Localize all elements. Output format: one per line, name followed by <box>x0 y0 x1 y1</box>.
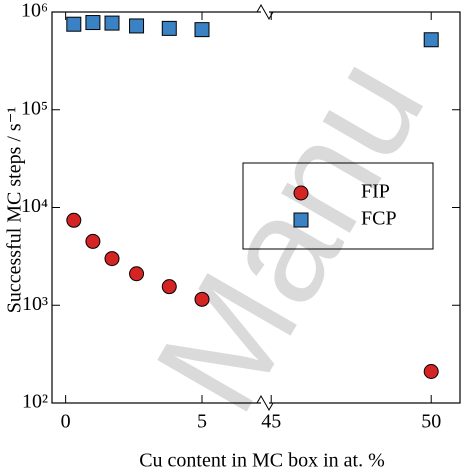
point <box>85 233 101 249</box>
x-tick-label: 45 <box>261 411 281 433</box>
point <box>161 279 177 295</box>
point <box>66 212 82 228</box>
point <box>161 20 177 36</box>
point <box>104 15 120 31</box>
x-axis-label: Cu content in MC box in at. % <box>139 450 385 472</box>
point <box>85 15 101 31</box>
point <box>129 266 145 282</box>
point <box>104 251 120 267</box>
point <box>194 291 210 307</box>
x-tick-label: 50 <box>421 411 441 433</box>
watermark: Manu <box>123 29 456 438</box>
y-tick-label: 10² <box>22 391 48 413</box>
y-tick-label: 10³ <box>22 293 48 315</box>
y-tick-label: 10⁶ <box>21 0 48 22</box>
point <box>423 32 439 48</box>
axis-break <box>256 394 274 412</box>
axis-break <box>256 3 274 21</box>
point <box>423 364 439 380</box>
x-tick-label: 5 <box>197 411 207 433</box>
y-tick-label: 10⁴ <box>21 195 48 217</box>
point <box>66 16 82 32</box>
y-axis-label: Successful MC steps / s⁻¹ <box>4 107 26 314</box>
point <box>194 22 210 38</box>
point <box>129 18 145 34</box>
x-tick-label: 0 <box>61 411 71 433</box>
y-tick-label: 10⁵ <box>21 97 48 119</box>
legend-box <box>242 162 434 250</box>
legend-label: FCP <box>361 208 397 230</box>
legend-label: FIP <box>361 181 390 203</box>
legend-marker <box>293 212 309 228</box>
legend-marker <box>293 185 309 201</box>
